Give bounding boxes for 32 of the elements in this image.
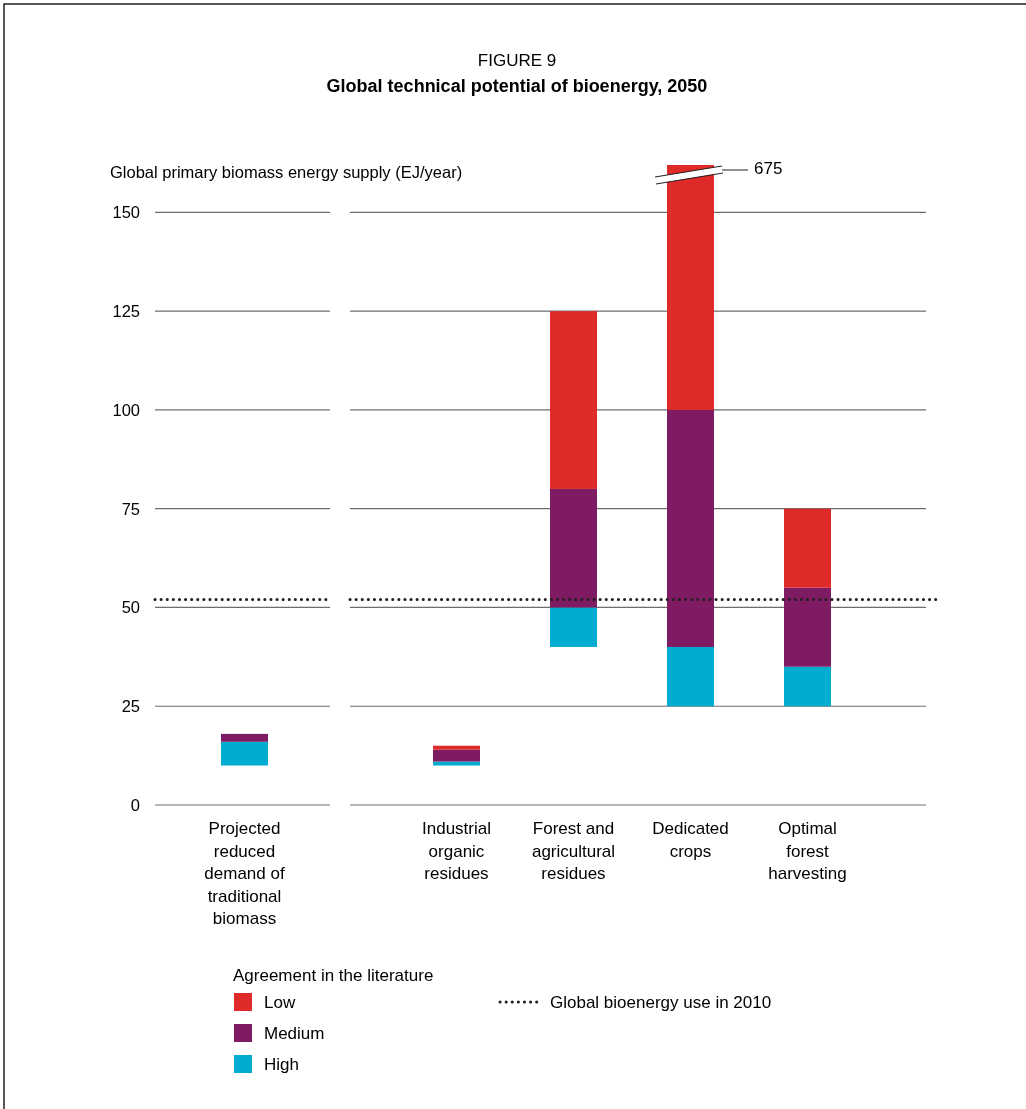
legend-label: Global bioenergy use in 2010 [550,993,772,1012]
bar [550,488,597,608]
x-tick-label: Industrial organic residues [422,819,491,883]
legend-label: High [264,1055,299,1074]
legend-label: Low [264,993,296,1012]
y-tick-label: 50 [121,598,140,617]
bar [550,311,597,489]
x-tick-label: Projected reduced demand of traditional biomass [204,819,285,928]
y-tick-label: 125 [112,302,140,321]
x-tick-label: Forest and agricultural residues [531,819,616,883]
bar [667,409,714,647]
legend-title: Agreement in the literature [233,966,434,985]
legend-label: Medium [264,1024,325,1043]
chart-subtitle: FIGURE 9 [477,51,557,70]
bar [433,745,480,750]
bar [784,508,831,588]
y-axis-title: Global primary biomass energy supply (EJ/year) [110,163,463,181]
y-tick-label: 75 [121,499,140,518]
bar [667,165,714,410]
bar [667,646,714,707]
x-tick-label: Dedicated crops [652,819,729,861]
y-tick-label: 150 [112,203,140,222]
annotation: 675 [754,159,783,178]
y-tick-label: 25 [121,697,140,716]
x-tick-label: Optimal forest harvesting [768,819,847,883]
y-tick-label: 100 [112,400,140,419]
bar [550,607,597,647]
y-tick-label: 0 [130,796,140,814]
bar [784,666,831,707]
bar [784,587,831,667]
bar [433,749,480,762]
chart-title: Global technical potential of bioenergy, 2050 [326,76,708,96]
